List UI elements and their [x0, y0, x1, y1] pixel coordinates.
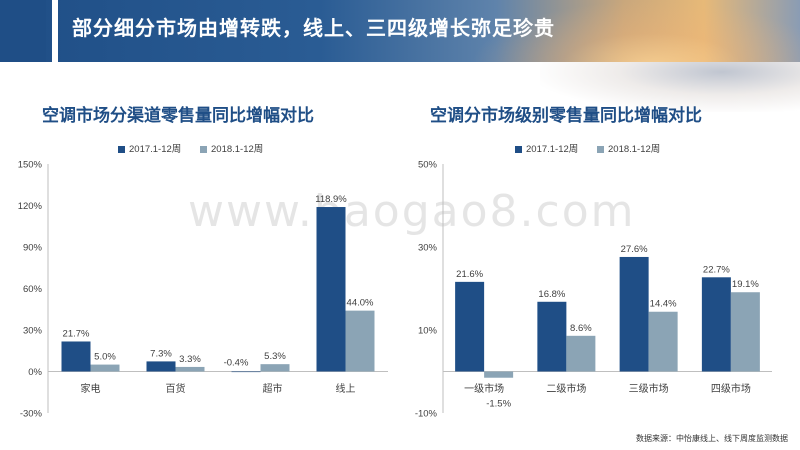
cloud-decoration	[540, 62, 800, 112]
right-legend-label-2: 2018.1-12周	[608, 144, 660, 155]
watermark-text: www.baogao8.com	[188, 186, 636, 237]
left-legend-label-1: 2017.1-12周	[129, 144, 181, 155]
right-chart-title: 空调分市场级别零售量同比增幅对比	[430, 106, 702, 126]
right-bar-2	[566, 335, 596, 372]
page-title: 部分细分市场由增转跌，线上、三四级增长弥足珍贵	[72, 16, 555, 40]
left-bar-1	[316, 207, 346, 372]
left-data-label: 21.7%	[63, 328, 90, 339]
left-bar-1	[231, 371, 261, 373]
right-data-label: -1.5%	[486, 399, 511, 410]
right-data-label: 16.8%	[538, 289, 565, 300]
left-category-label: 超市	[263, 382, 283, 395]
right-bar-1	[455, 281, 485, 372]
left-data-label: 44.0%	[347, 298, 374, 309]
right-bar-1	[537, 301, 567, 372]
left-bar-1	[146, 361, 176, 372]
right-category-label: 三级市场	[629, 382, 669, 395]
right-category-label: 一级市场	[464, 382, 504, 395]
right-data-label: 14.4%	[650, 299, 677, 310]
source-note: 数据来源：中怡康线上、线下周度监测数据	[636, 434, 788, 443]
header-banner: 部分细分市场由增转跌，线上、三四级增长弥足珍贵	[0, 0, 800, 62]
header-accent-block	[0, 0, 46, 62]
header-accent-stripe	[52, 0, 58, 62]
left-ytick-label: 30%	[23, 326, 43, 337]
left-ytick-label: 120%	[18, 201, 43, 212]
left-category-label: 线上	[336, 382, 356, 395]
right-legend-label-1: 2017.1-12周	[526, 144, 578, 155]
right-bar-1	[619, 256, 649, 372]
left-ytick-label: 150%	[18, 160, 43, 171]
left-legend-swatch-1	[118, 146, 125, 153]
left-category-label: 家电	[81, 382, 101, 395]
left-data-label: 5.0%	[94, 352, 116, 363]
left-data-label: 5.3%	[264, 351, 286, 362]
right-bar-2	[648, 311, 678, 372]
right-ytick-label: 10%	[418, 326, 438, 337]
left-data-label: 3.3%	[179, 354, 201, 365]
left-chart-title: 空调市场分渠道零售量同比增幅对比	[42, 106, 314, 126]
left-legend-swatch-2	[200, 146, 207, 153]
right-legend-swatch-1	[515, 146, 522, 153]
left-ytick-label: -30%	[20, 409, 43, 420]
right-bar-1	[701, 277, 731, 372]
right-ytick-label: 30%	[418, 243, 438, 254]
left-legend-label-2: 2018.1-12周	[211, 144, 263, 155]
header-sunset-glow	[470, 0, 800, 62]
left-ytick-label: 60%	[23, 284, 43, 295]
right-bar-2	[484, 371, 514, 378]
left-bar-2	[90, 364, 120, 372]
right-data-label: 19.1%	[732, 279, 759, 290]
left-bar-2	[175, 366, 205, 372]
left-ytick-label: 0%	[28, 367, 42, 378]
right-category-label: 二级市场	[546, 382, 586, 395]
right-data-label: 21.6%	[456, 269, 483, 280]
left-category-label: 百货	[166, 382, 186, 395]
left-data-label: 7.3%	[150, 348, 172, 359]
right-category-label: 四级市场	[711, 382, 751, 395]
left-bar-2	[260, 364, 290, 372]
right-ytick-label: -10%	[415, 409, 438, 420]
right-data-label: 8.6%	[570, 323, 592, 334]
right-legend-swatch-2	[597, 146, 604, 153]
right-data-label: 27.6%	[621, 244, 648, 255]
left-ytick-label: 90%	[23, 243, 43, 254]
right-ytick-label: 50%	[418, 160, 438, 171]
left-bar-1	[61, 341, 91, 372]
left-data-label: -0.4%	[224, 358, 249, 369]
left-bar-2	[345, 310, 375, 372]
left-data-label: 118.9%	[315, 194, 347, 205]
right-data-label: 22.7%	[703, 264, 730, 275]
right-bar-2	[730, 292, 760, 372]
